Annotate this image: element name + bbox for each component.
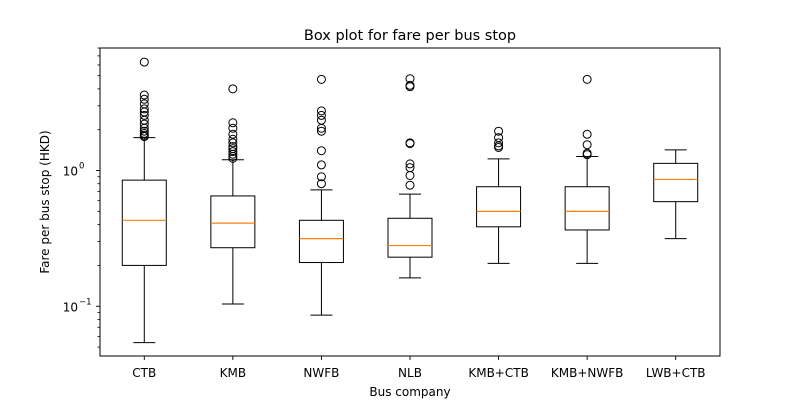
x-tick-label: LWB+CTB <box>646 366 706 380</box>
box <box>121 179 167 266</box>
box <box>387 217 433 258</box>
outlier-point <box>316 110 326 120</box>
outlier-point <box>228 138 238 148</box>
outlier-point <box>228 153 238 163</box>
y-tick-exponent: −1 <box>79 297 92 307</box>
outlier-point <box>494 138 504 148</box>
outlier-point <box>582 150 592 160</box>
outlier-point <box>139 119 149 129</box>
outlier-point <box>139 90 149 100</box>
outlier-point <box>228 118 238 128</box>
outlier-point <box>228 134 238 144</box>
outlier-point <box>316 106 326 116</box>
outlier-point <box>316 160 326 170</box>
x-tick-label: NLB <box>398 366 422 380</box>
outlier-point <box>316 123 326 133</box>
outlier-point <box>316 115 326 125</box>
outlier-point <box>405 170 415 180</box>
box <box>653 162 699 203</box>
y-tick-label: 10 <box>63 300 78 314</box>
outlier-point <box>139 126 149 136</box>
x-tick-label: CTB <box>132 366 156 380</box>
x-tick-label: KMB+CTB <box>468 366 528 380</box>
outlier-point <box>582 74 592 84</box>
outlier-point <box>139 132 149 142</box>
outlier-point <box>316 126 326 136</box>
box <box>210 195 256 249</box>
outlier-point <box>139 94 149 104</box>
chart-title: Box plot for fare per bus stop <box>304 28 516 44</box>
outlier-point <box>228 84 238 94</box>
outlier-point <box>139 110 149 120</box>
outlier-point <box>228 129 238 139</box>
outlier-point <box>139 57 149 67</box>
outlier-point <box>494 126 504 136</box>
outlier-point <box>405 82 415 92</box>
x-tick-label: KMB <box>220 366 246 380</box>
outlier-point <box>316 74 326 84</box>
y-axis-label: Fare per bus stop (HKD) <box>38 130 52 273</box>
y-tick-label: 10 <box>63 165 78 179</box>
outlier-point <box>494 142 504 152</box>
box <box>298 219 344 264</box>
outlier-point <box>316 179 326 189</box>
outlier-point <box>228 149 238 159</box>
box <box>564 186 610 231</box>
y-tick-exponent: 0 <box>79 162 84 172</box>
outlier-point <box>405 139 415 149</box>
outlier-point <box>405 180 415 190</box>
outlier-point <box>405 159 415 169</box>
outlier-point <box>582 129 592 139</box>
axes-frame <box>99 47 721 357</box>
box <box>476 186 522 228</box>
outlier-point <box>316 172 326 182</box>
x-tick-label: KMB+NWFB <box>551 366 624 380</box>
outlier-point <box>228 123 238 133</box>
outlier-point <box>316 146 326 156</box>
outlier-point <box>228 147 238 157</box>
outlier-point <box>139 104 149 114</box>
x-axis-label: Bus company <box>369 385 450 399</box>
outlier-point <box>582 140 592 150</box>
x-tick-label: NWFB <box>303 366 339 380</box>
